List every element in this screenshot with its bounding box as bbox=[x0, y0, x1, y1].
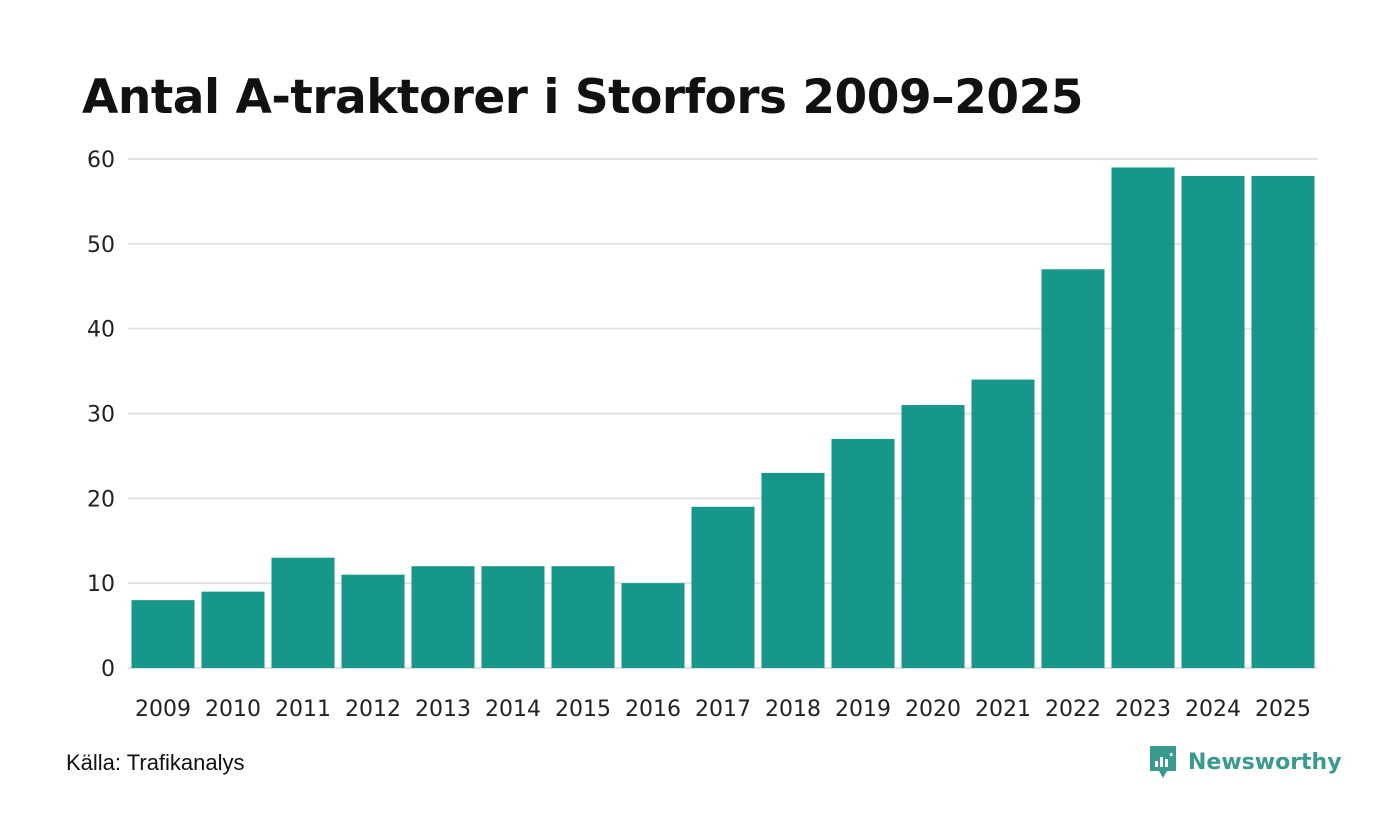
y-tick-label: 10 bbox=[87, 572, 115, 597]
bar-2019 bbox=[831, 438, 895, 668]
bar-2020 bbox=[901, 405, 965, 668]
brand-name: Newsworthy bbox=[1188, 749, 1342, 775]
x-tick-label: 2022 bbox=[1045, 697, 1101, 722]
x-tick-label: 2011 bbox=[275, 697, 331, 722]
x-tick-label: 2009 bbox=[135, 697, 191, 722]
x-tick-label: 2013 bbox=[415, 697, 471, 722]
x-tick-label: 2020 bbox=[905, 697, 961, 722]
x-tick-label: 2014 bbox=[485, 697, 541, 722]
x-tick-label: 2017 bbox=[695, 697, 751, 722]
bar-2014 bbox=[481, 566, 545, 668]
bar-2021 bbox=[971, 379, 1035, 668]
y-tick-label: 20 bbox=[87, 487, 115, 512]
bar-2016 bbox=[621, 583, 685, 668]
bar-2012 bbox=[341, 574, 405, 668]
bar-2015 bbox=[551, 566, 615, 668]
bar-2009 bbox=[131, 600, 195, 668]
x-tick-label: 2025 bbox=[1255, 697, 1311, 722]
bar-2024 bbox=[1181, 175, 1245, 668]
x-tick-label: 2012 bbox=[345, 697, 401, 722]
x-tick-label: 2024 bbox=[1185, 697, 1241, 722]
x-tick-label: 2018 bbox=[765, 697, 821, 722]
bar-2011 bbox=[271, 557, 335, 668]
brand-logo[interactable]: Newsworthy bbox=[1148, 744, 1342, 780]
newsworthy-logo-icon bbox=[1150, 746, 1176, 778]
y-tick-label: 40 bbox=[87, 318, 115, 343]
bar-2022 bbox=[1041, 269, 1105, 668]
bar-2013 bbox=[411, 566, 475, 668]
x-tick-label: 2016 bbox=[625, 697, 681, 722]
bar-2017 bbox=[691, 506, 755, 668]
x-tick-label: 2023 bbox=[1115, 697, 1171, 722]
y-tick-label: 0 bbox=[101, 657, 115, 682]
chart-title: Antal A-traktorer i Storfors 2009–2025 bbox=[82, 70, 1083, 125]
bar-2018 bbox=[761, 472, 825, 668]
x-tick-label: 2010 bbox=[205, 697, 261, 722]
x-axis-ticks: 2009 2010 2011 2012 2013 2014 2015 2016 2017 2018… bbox=[135, 697, 1311, 722]
bar-2025 bbox=[1251, 175, 1315, 668]
y-axis-ticks: 0 10 20 30 40 50 60 bbox=[87, 148, 115, 682]
bar-2023 bbox=[1111, 167, 1175, 668]
y-tick-label: 60 bbox=[87, 148, 115, 173]
x-tick-label: 2021 bbox=[975, 697, 1031, 722]
y-tick-label: 50 bbox=[87, 233, 115, 258]
source-note: Källa: Trafikanalys bbox=[66, 750, 245, 775]
bars bbox=[131, 167, 1315, 668]
y-tick-label: 30 bbox=[87, 403, 115, 428]
x-tick-label: 2015 bbox=[555, 697, 611, 722]
x-tick-label: 2019 bbox=[835, 697, 891, 722]
bar-2010 bbox=[201, 591, 265, 668]
